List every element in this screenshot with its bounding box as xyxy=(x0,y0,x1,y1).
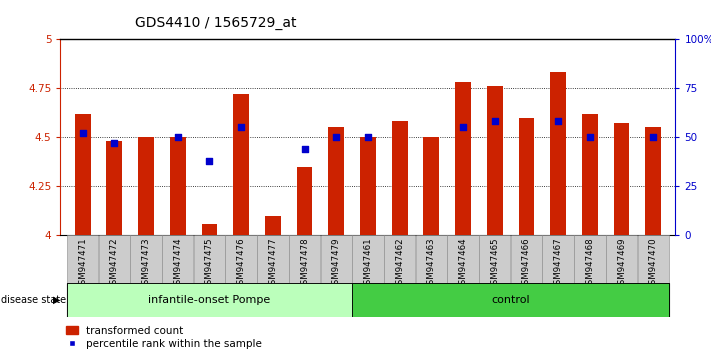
Text: ▶: ▶ xyxy=(53,295,60,305)
Bar xyxy=(550,72,566,235)
Text: GSM947466: GSM947466 xyxy=(522,238,531,290)
Point xyxy=(299,146,310,152)
Point xyxy=(172,134,183,140)
Bar xyxy=(416,235,447,283)
Bar xyxy=(447,235,479,283)
Bar xyxy=(225,235,257,283)
Point xyxy=(648,134,659,140)
Text: GSM947461: GSM947461 xyxy=(363,238,373,290)
Bar xyxy=(67,283,352,317)
Point xyxy=(584,134,596,140)
Text: GSM947464: GSM947464 xyxy=(459,238,468,290)
Point xyxy=(457,125,469,130)
Bar xyxy=(638,235,669,283)
Text: disease state: disease state xyxy=(1,295,67,305)
Bar xyxy=(352,235,384,283)
Bar xyxy=(67,235,98,283)
Bar xyxy=(201,224,218,235)
Point xyxy=(552,119,564,124)
Text: GSM947468: GSM947468 xyxy=(585,238,594,290)
Bar xyxy=(518,118,535,235)
Bar xyxy=(479,235,510,283)
Bar xyxy=(582,114,598,235)
Text: GSM947462: GSM947462 xyxy=(395,238,404,290)
Text: GSM947478: GSM947478 xyxy=(300,238,309,290)
Point xyxy=(204,158,215,164)
Point xyxy=(77,130,88,136)
Bar xyxy=(352,283,669,317)
Text: GDS4410 / 1565729_at: GDS4410 / 1565729_at xyxy=(135,16,296,30)
Text: GSM947473: GSM947473 xyxy=(141,238,151,290)
Legend: transformed count, percentile rank within the sample: transformed count, percentile rank withi… xyxy=(65,326,262,349)
Text: GSM947472: GSM947472 xyxy=(109,238,119,290)
Bar xyxy=(99,235,130,283)
Text: GSM947465: GSM947465 xyxy=(491,238,499,290)
Point xyxy=(362,134,374,140)
Bar xyxy=(384,235,415,283)
Bar xyxy=(646,127,661,235)
Bar xyxy=(193,235,225,283)
Text: GSM947477: GSM947477 xyxy=(268,238,277,290)
Bar xyxy=(265,216,281,235)
Bar xyxy=(257,235,289,283)
Bar xyxy=(424,137,439,235)
Bar xyxy=(107,141,122,235)
Text: control: control xyxy=(491,295,530,305)
Bar xyxy=(328,127,344,235)
Text: GSM947476: GSM947476 xyxy=(237,238,245,290)
Bar xyxy=(321,235,352,283)
Point xyxy=(489,119,501,124)
Text: GSM947467: GSM947467 xyxy=(554,238,562,290)
Bar xyxy=(574,235,606,283)
Bar xyxy=(360,137,376,235)
Bar xyxy=(392,121,407,235)
Bar xyxy=(614,124,629,235)
Text: GSM947470: GSM947470 xyxy=(648,238,658,290)
Bar xyxy=(138,137,154,235)
Text: GSM947475: GSM947475 xyxy=(205,238,214,290)
Bar xyxy=(542,235,574,283)
Bar xyxy=(170,137,186,235)
Bar xyxy=(455,82,471,235)
Text: GSM947471: GSM947471 xyxy=(78,238,87,290)
Text: infantile-onset Pompe: infantile-onset Pompe xyxy=(149,295,271,305)
Bar xyxy=(487,86,503,235)
Bar xyxy=(233,94,249,235)
Point xyxy=(109,140,120,146)
Point xyxy=(235,125,247,130)
Bar xyxy=(510,235,542,283)
Bar xyxy=(75,114,90,235)
Bar xyxy=(289,235,320,283)
Point xyxy=(331,134,342,140)
Text: GSM947479: GSM947479 xyxy=(332,238,341,290)
Text: GSM947469: GSM947469 xyxy=(617,238,626,290)
Bar xyxy=(606,235,637,283)
Bar xyxy=(162,235,193,283)
Bar xyxy=(130,235,161,283)
Text: GSM947474: GSM947474 xyxy=(173,238,182,290)
Bar xyxy=(296,167,312,235)
Text: GSM947463: GSM947463 xyxy=(427,238,436,290)
